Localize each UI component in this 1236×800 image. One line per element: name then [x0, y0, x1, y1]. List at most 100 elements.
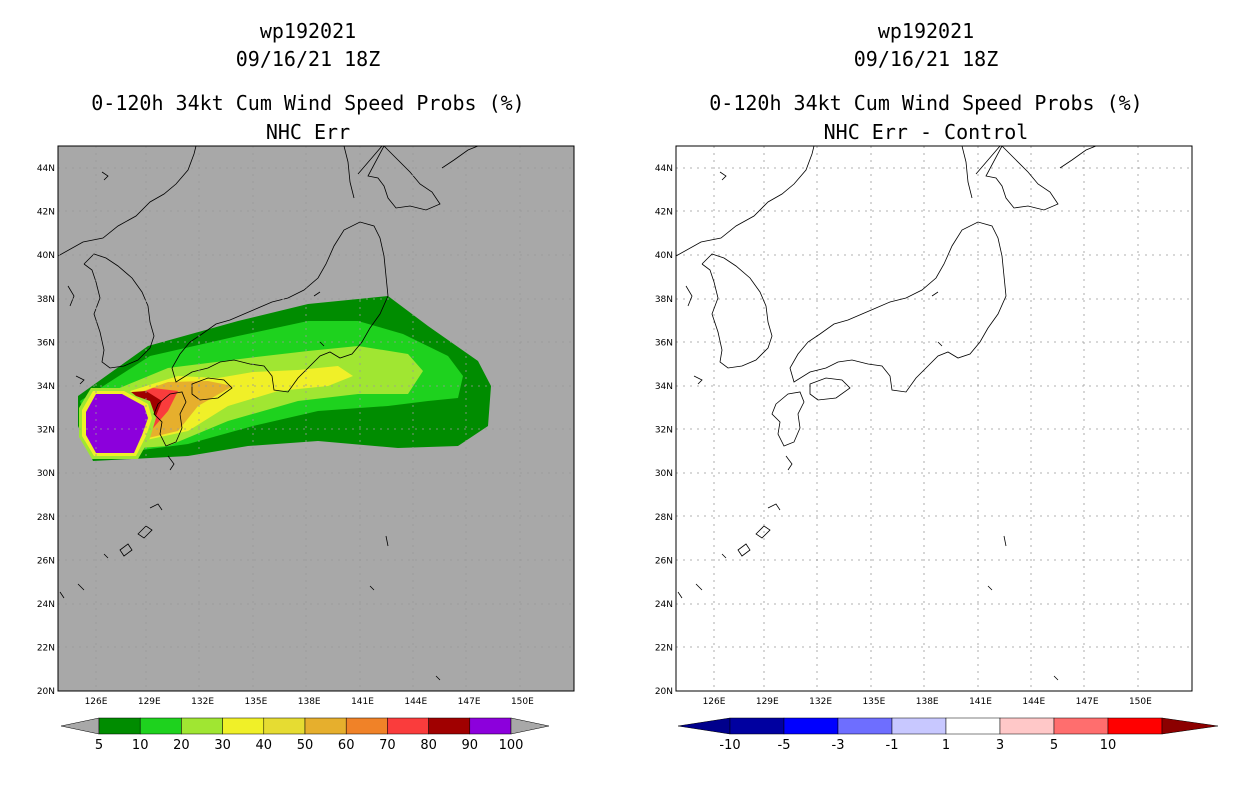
colorbar-label: 90 — [462, 738, 479, 753]
right-title-storm-id: wp192021 — [877, 19, 975, 43]
lat-label: 42N — [37, 208, 55, 218]
colorbar-segment — [1107, 717, 1163, 735]
right-latitude-labels: 44N 42N 40N 38N 36N 34N 32N 30N 28N 26N 24N 22N 20N — [655, 164, 673, 697]
wind-probability-shading — [78, 296, 491, 461]
left-map-frame — [57, 145, 575, 692]
left-map — [57, 145, 575, 692]
lat-label: 24N — [37, 600, 55, 610]
left-latitude-labels: 44N 42N 40N 38N 36N 34N 32N 30N 28N 26N 24N 22N 20N — [37, 164, 55, 697]
lat-label: 28N — [655, 513, 673, 523]
colorbar-segment — [428, 717, 471, 735]
lon-label: 144E — [1022, 697, 1045, 707]
lat-label: 22N — [655, 644, 673, 654]
lon-label: 135E — [244, 697, 267, 707]
lat-label: 30N — [37, 469, 55, 479]
colorbar-label: 40 — [256, 738, 273, 753]
lat-label: 32N — [655, 426, 673, 436]
colorbar-label: 3 — [996, 738, 1004, 753]
colorbar-label: 50 — [297, 738, 314, 753]
left-colorbar: 5 10 20 30 40 50 60 70 80 90 100 — [60, 717, 550, 753]
lon-label: 150E — [511, 697, 534, 707]
colorbar-segment — [304, 717, 347, 735]
colorbar-label: -5 — [778, 738, 791, 753]
prob-band-90-100 — [86, 394, 148, 453]
lon-label: 147E — [1076, 697, 1099, 707]
colorbar-segment — [345, 717, 388, 735]
lon-label: 141E — [969, 697, 992, 707]
colorbar-segment — [181, 717, 223, 735]
colorbar-label: 60 — [338, 738, 355, 753]
colorbar-label: 10 — [132, 738, 149, 753]
lat-label: 32N — [37, 426, 55, 436]
colorbar-arrow-high — [510, 717, 550, 735]
lat-label: 40N — [37, 251, 55, 261]
lat-label: 30N — [655, 469, 673, 479]
lat-label: 20N — [37, 687, 55, 697]
colorbar-segment — [222, 717, 265, 735]
lat-label: 22N — [37, 644, 55, 654]
lat-label: 38N — [37, 295, 55, 305]
lon-label: 129E — [138, 697, 161, 707]
lat-label: 44N — [655, 164, 673, 174]
lat-label: 36N — [37, 338, 55, 348]
right-map — [675, 145, 1193, 692]
lon-label: 138E — [916, 697, 939, 707]
colorbar-label: 100 — [499, 738, 524, 753]
lon-label: 135E — [862, 697, 885, 707]
lat-label: 20N — [655, 687, 673, 697]
colorbar-segment — [387, 717, 429, 735]
colorbar-label: 5 — [95, 738, 103, 753]
lat-label: 38N — [655, 295, 673, 305]
lon-label: 147E — [458, 697, 481, 707]
lon-label: 132E — [191, 697, 214, 707]
colorbar-segment — [837, 717, 893, 735]
colorbar-segment — [729, 717, 785, 735]
colorbar-arrow-low — [677, 717, 731, 735]
colorbar-segment — [891, 717, 947, 735]
lat-label: 34N — [37, 382, 55, 392]
colorbar-label: 20 — [173, 738, 190, 753]
colorbar-segment — [139, 717, 182, 735]
lat-label: 26N — [655, 556, 673, 566]
lon-label: 138E — [298, 697, 321, 707]
colorbar-segment — [469, 717, 512, 735]
lon-label: 126E — [85, 697, 108, 707]
lat-label: 36N — [655, 338, 673, 348]
colorbar-segment — [1053, 717, 1109, 735]
lat-label: 44N — [37, 164, 55, 174]
lat-label: 34N — [655, 382, 673, 392]
right-longitude-labels: 126E 129E 132E 135E 138E 141E 144E 147E 150E — [703, 697, 1153, 707]
lon-label: 141E — [351, 697, 374, 707]
colorbar-segment — [98, 717, 141, 735]
lon-label: 129E — [756, 697, 779, 707]
right-title-subtitle: NHC Err - Control — [823, 120, 1029, 144]
lon-label: 150E — [1129, 697, 1152, 707]
colorbar-label: -1 — [886, 738, 899, 753]
colorbar-arrow-high — [1161, 717, 1219, 735]
lat-label: 28N — [37, 513, 55, 523]
lon-label: 126E — [703, 697, 726, 707]
right-title-product: 0-120h 34kt Cum Wind Speed Probs (%) — [709, 91, 1143, 115]
right-map-frame — [675, 145, 1193, 692]
colorbar-segment — [263, 717, 306, 735]
colorbar-label: 10 — [1100, 738, 1117, 753]
colorbar-label: 80 — [420, 738, 437, 753]
right-title-date: 09/16/21 18Z — [853, 47, 999, 71]
colorbar-label: 5 — [1050, 738, 1058, 753]
left-title-storm-id: wp192021 — [259, 19, 357, 43]
colorbar-label: 30 — [214, 738, 231, 753]
left-title-subtitle: NHC Err — [265, 120, 351, 144]
lat-label: 26N — [37, 556, 55, 566]
left-title-product: 0-120h 34kt Cum Wind Speed Probs (%) — [91, 91, 525, 115]
right-map-background — [676, 146, 1192, 691]
colorbar-label: -10 — [719, 738, 740, 753]
colorbar-segment — [783, 717, 839, 735]
lon-label: 144E — [404, 697, 427, 707]
left-title-date: 09/16/21 18Z — [235, 47, 381, 71]
colorbar-arrow-low — [60, 717, 100, 735]
colorbar-segment — [999, 717, 1055, 735]
colorbar-segment — [945, 717, 1001, 735]
lat-label: 40N — [655, 251, 673, 261]
left-longitude-labels: 126E 129E 132E 135E 138E 141E 144E 147E 150E — [85, 697, 535, 707]
